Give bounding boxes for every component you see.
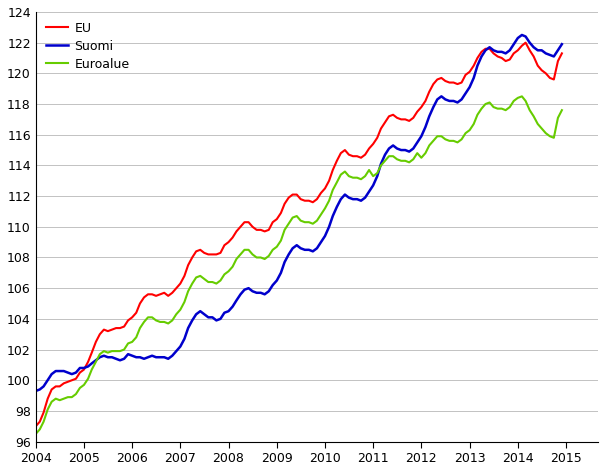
Line: EU: EU [36,42,562,426]
Line: Euroalue: Euroalue [36,96,562,434]
Legend: EU, Suomi, Euroalue: EU, Suomi, Euroalue [42,18,133,75]
Line: Suomi: Suomi [36,35,562,391]
